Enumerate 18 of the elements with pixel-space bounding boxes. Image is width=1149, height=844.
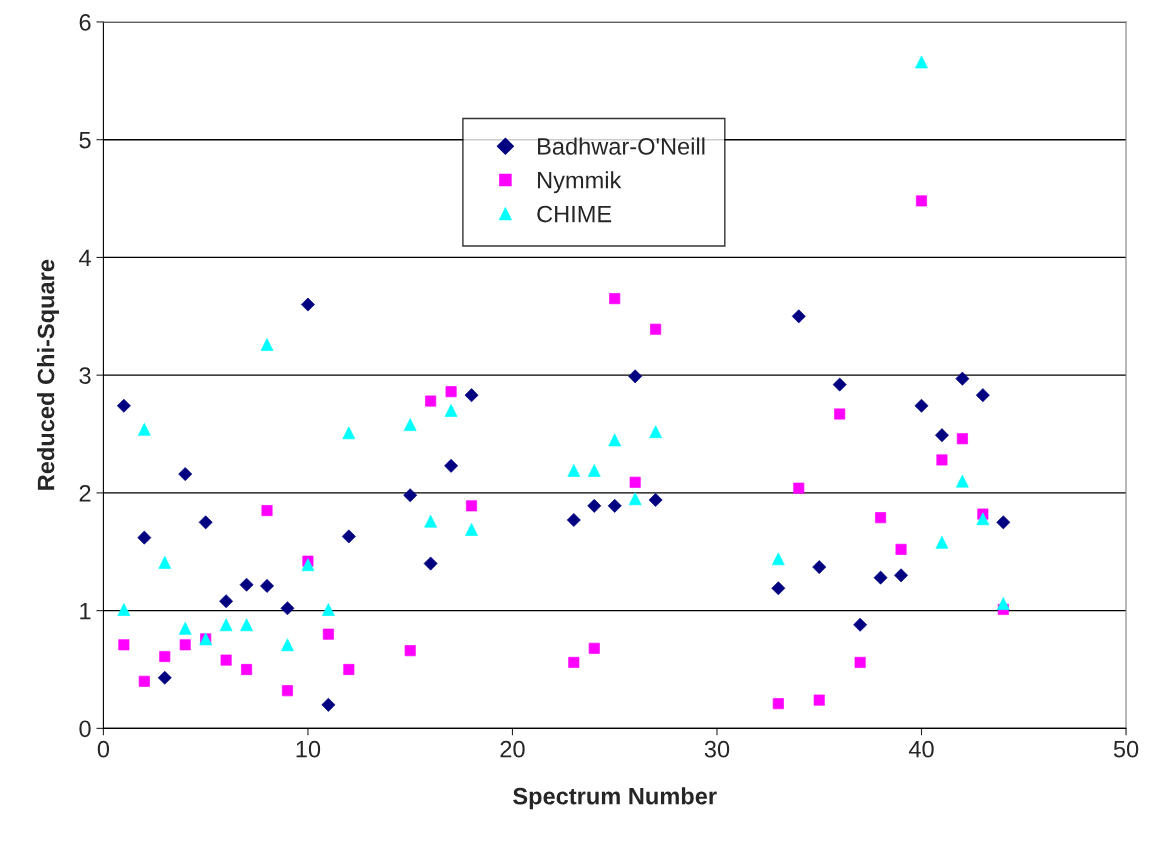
y-tick-label: 2	[79, 484, 91, 502]
x-tick-label: 0	[97, 740, 110, 758]
legend-label: Badhwar-O'Neill	[538, 137, 705, 155]
y-tick-label: 5	[79, 131, 91, 149]
y-tick-label: 4	[79, 249, 91, 266]
x-tick-label: 20	[500, 740, 525, 758]
y-axis-title: Reduced Chi-Square	[37, 259, 60, 490]
x-axis-title: Spectrum Number	[513, 787, 717, 810]
y-tick-label: 6	[79, 14, 91, 31]
x-tick-label: 40	[908, 740, 934, 758]
y-tick-label: 3	[79, 367, 91, 384]
legend-label: Nymmik	[538, 171, 622, 194]
y-tick-label: 1	[80, 602, 91, 620]
x-tick-label: 30	[704, 740, 730, 758]
x-tick-label: 10	[296, 740, 321, 758]
legend-label: CHIME	[537, 205, 612, 223]
x-tick-label: 50	[1113, 740, 1139, 758]
y-tick-label: 0	[79, 720, 91, 738]
